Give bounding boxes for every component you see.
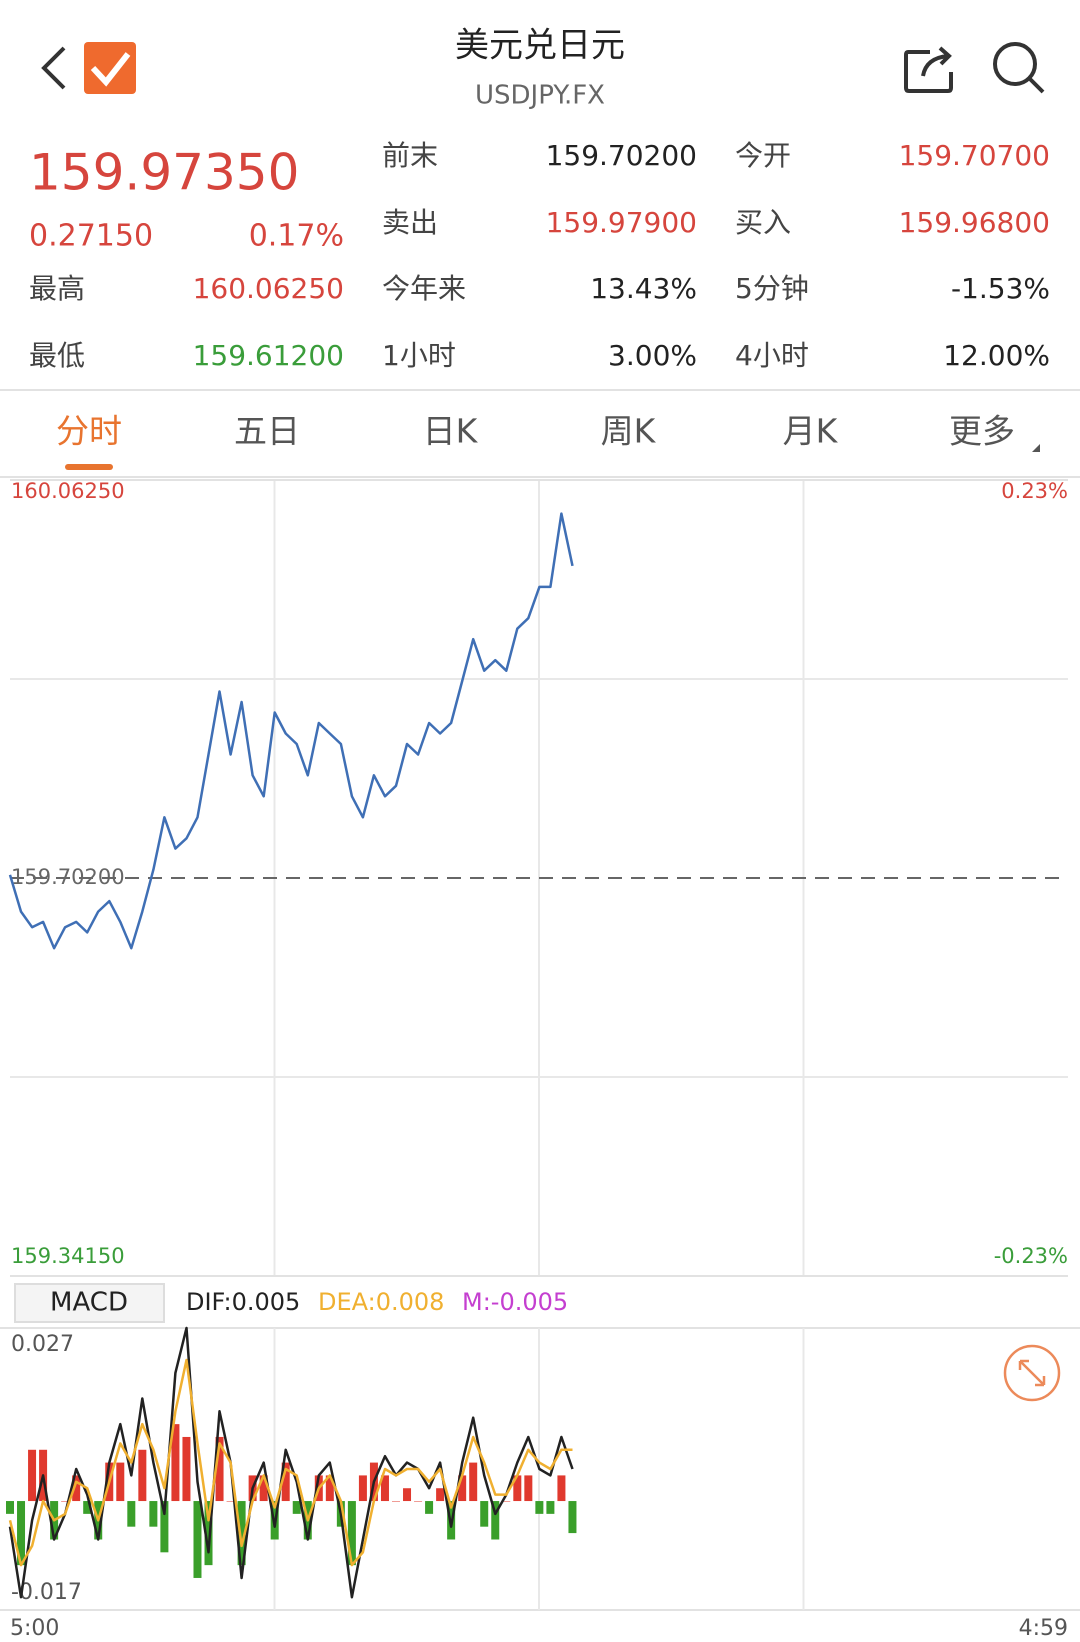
- histogram-bar: [149, 1501, 158, 1527]
- histogram-bar: [237, 1501, 246, 1566]
- expand-button[interactable]: [1003, 1344, 1061, 1402]
- histogram-bar: [116, 1462, 125, 1502]
- histogram-bar: [414, 1501, 423, 1502]
- indicator-line: [8, 1358, 573, 1567]
- histogram-bar: [138, 1449, 147, 1502]
- search-button[interactable]: [993, 42, 1045, 94]
- price-change-pct: 0.17%: [249, 219, 344, 254]
- histogram-bar: [535, 1501, 544, 1514]
- histogram-bar: [259, 1475, 268, 1502]
- stat-label: 今年来: [382, 272, 466, 305]
- expand-icon: [1018, 1359, 1046, 1387]
- stat-label: 1小时: [382, 339, 456, 372]
- histogram-bar: [557, 1475, 566, 1502]
- y2-tick-label: -0.23%: [994, 1244, 1068, 1268]
- stat-label: 最高: [29, 272, 85, 305]
- legend-entry: M:-0.005: [462, 1288, 568, 1316]
- stat-value: 159.70700: [899, 139, 1050, 172]
- y-tick-label: 159.70200: [11, 865, 125, 889]
- histogram-bar: [61, 1501, 70, 1502]
- histogram-bar: [358, 1475, 367, 1502]
- stat-value: 13.43%: [590, 272, 697, 305]
- histogram-bar: [127, 1501, 136, 1527]
- x-axis-label: 4:59: [1019, 1616, 1068, 1641]
- histogram-bar: [524, 1475, 533, 1502]
- histogram-bar: [72, 1475, 81, 1502]
- stat-label: 买入: [735, 206, 791, 239]
- histogram-bar: [6, 1501, 14, 1514]
- stat-label: 5分钟: [735, 272, 809, 305]
- indicator-line: [8, 1326, 574, 1599]
- charts: 160.06250 159.70200 159.34150 0.23% -0.23% 0.…: [0, 479, 1080, 1641]
- price-change: 0.27150: [29, 219, 153, 254]
- histogram-bar: [546, 1501, 555, 1514]
- legend-entry: DIF:0.005: [186, 1288, 300, 1316]
- stat-label: 前末: [382, 139, 438, 172]
- histogram-bar: [182, 1436, 191, 1502]
- histogram-bar: [204, 1501, 213, 1566]
- price-line: [8, 512, 574, 950]
- histogram-bar: [491, 1501, 500, 1540]
- histogram-bar: [325, 1475, 334, 1502]
- last-price: 159.97350: [29, 144, 299, 202]
- indicator-button[interactable]: [14, 1283, 165, 1323]
- histogram-bar: [171, 1424, 180, 1502]
- histogram-bar: [458, 1475, 467, 1502]
- y2-tick-label: 0.23%: [1001, 479, 1068, 503]
- back-button[interactable]: [41, 46, 66, 90]
- tab[interactable]: 月K: [783, 412, 839, 451]
- histogram-bar: [568, 1501, 577, 1534]
- tab-active[interactable]: 分时: [56, 412, 122, 451]
- stat-value: 159.97900: [546, 206, 697, 239]
- page-title: 美元兑日元: [455, 26, 625, 66]
- x-axis-label: 5:00: [10, 1616, 59, 1641]
- tab[interactable]: 五日: [234, 412, 300, 451]
- stat-label: 今开: [735, 139, 791, 172]
- histogram-bar: [226, 1501, 235, 1502]
- histogram-bar: [436, 1488, 445, 1502]
- histogram-bar: [215, 1436, 224, 1502]
- histogram-bar: [403, 1488, 412, 1502]
- histogram-bar: [160, 1501, 169, 1553]
- stat-value: 159.96800: [899, 206, 1050, 239]
- y-tick-label: 0.027: [11, 1332, 74, 1357]
- tab-indicator: [65, 464, 113, 470]
- stat-label: 最低: [29, 339, 85, 372]
- stat-value: 3.00%: [608, 339, 697, 372]
- histogram-bar: [281, 1462, 290, 1502]
- tab[interactable]: 日K: [423, 412, 479, 451]
- stat-value: 159.70200: [546, 139, 697, 172]
- histogram-bar: [17, 1501, 26, 1566]
- indicator-name: MACD: [50, 1288, 128, 1318]
- stat-value: 160.06250: [193, 272, 344, 305]
- legend-entry: DEA:0.008: [318, 1288, 444, 1316]
- histogram-bar: [425, 1501, 434, 1514]
- histogram-bar: [292, 1501, 301, 1514]
- stat-label: 卖出: [382, 206, 438, 239]
- histogram-bar: [347, 1501, 356, 1566]
- histogram-bar: [193, 1501, 202, 1578]
- tab[interactable]: 周K: [601, 412, 657, 451]
- histogram-bar: [502, 1501, 511, 1502]
- share-button[interactable]: [904, 46, 953, 93]
- stat-value: 159.61200: [193, 339, 344, 372]
- watch-checkbox[interactable]: [84, 42, 136, 94]
- y-tick-label: 160.06250: [11, 479, 125, 503]
- histogram-bar: [469, 1462, 478, 1502]
- symbol-code: USDJPY.FX: [475, 81, 605, 111]
- more-triangle: [1032, 444, 1040, 452]
- stat-value: -1.53%: [951, 272, 1050, 305]
- histogram-bar: [513, 1475, 522, 1502]
- histogram-bar: [391, 1501, 400, 1502]
- check-icon: [90, 52, 131, 87]
- histogram-bar: [83, 1501, 92, 1514]
- stat-label: 4小时: [735, 339, 809, 372]
- y-tick-label: 159.34150: [11, 1244, 125, 1268]
- histogram-bar: [380, 1475, 389, 1502]
- histogram-bar: [480, 1501, 489, 1527]
- histogram-bar: [28, 1449, 37, 1502]
- stat-value: 12.00%: [943, 339, 1050, 372]
- tab[interactable]: 更多: [949, 412, 1015, 451]
